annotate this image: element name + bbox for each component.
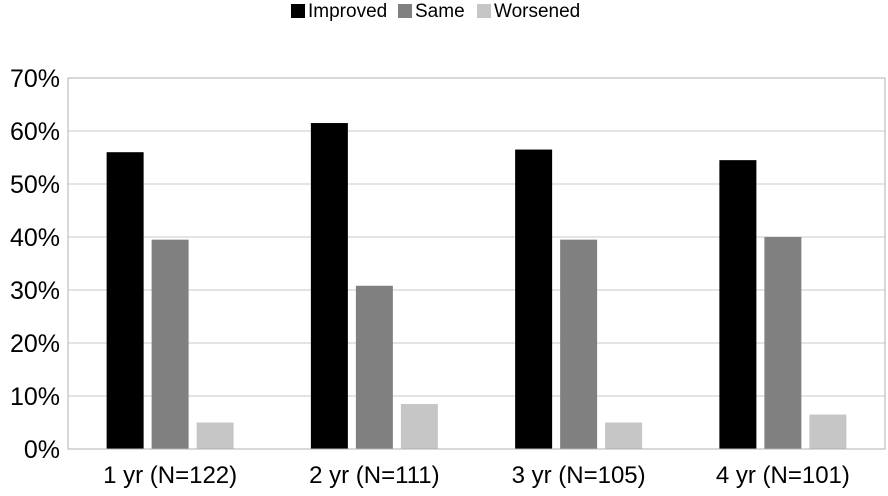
bar-improved xyxy=(106,152,144,449)
y-axis: 0% 10% 20% 30% 40% 50% 60% 70% xyxy=(10,65,60,464)
x-tick-label: 3 yr (N=105) xyxy=(512,462,646,489)
y-tick-label: 70% xyxy=(10,65,60,93)
bars xyxy=(106,123,847,450)
bar-same xyxy=(355,285,393,449)
y-tick-label: 50% xyxy=(10,171,60,199)
x-axis: 1 yr (N=122) 2 yr (N=111) 3 yr (N=105) 4 yr… xyxy=(103,462,850,489)
y-tick-label: 40% xyxy=(10,224,60,252)
y-tick-label: 60% xyxy=(10,118,60,146)
bar-improved xyxy=(515,149,553,450)
y-tick-label: 30% xyxy=(10,277,60,305)
bar-worsened xyxy=(196,422,234,449)
bar-same xyxy=(560,239,598,449)
x-tick-label: 2 yr (N=111) xyxy=(309,462,440,489)
bar-same xyxy=(764,237,802,449)
y-tick-label: 10% xyxy=(10,383,60,411)
bar-same xyxy=(151,239,189,449)
legend-label-improved: Improved xyxy=(308,1,387,22)
bar-improved xyxy=(310,123,348,450)
y-tick-label: 0% xyxy=(24,436,60,464)
legend-swatch-worsened xyxy=(477,4,491,18)
legend: Improved Same Worsened xyxy=(291,1,580,22)
gridlines xyxy=(68,77,885,450)
plot-frame xyxy=(67,77,886,450)
x-tick-label: 4 yr (N=101) xyxy=(716,462,850,489)
x-tick-label: 1 yr (N=122) xyxy=(103,462,237,489)
bar-worsened xyxy=(809,414,847,449)
bar-improved xyxy=(719,160,757,449)
bar-worsened xyxy=(605,422,643,449)
y-tick-label: 20% xyxy=(10,330,60,358)
legend-label-same: Same xyxy=(415,1,465,22)
legend-swatch-same xyxy=(398,4,412,18)
legend-label-worsened: Worsened xyxy=(494,1,580,22)
legend-swatch-improved xyxy=(291,4,305,18)
bar-worsened xyxy=(400,403,438,449)
